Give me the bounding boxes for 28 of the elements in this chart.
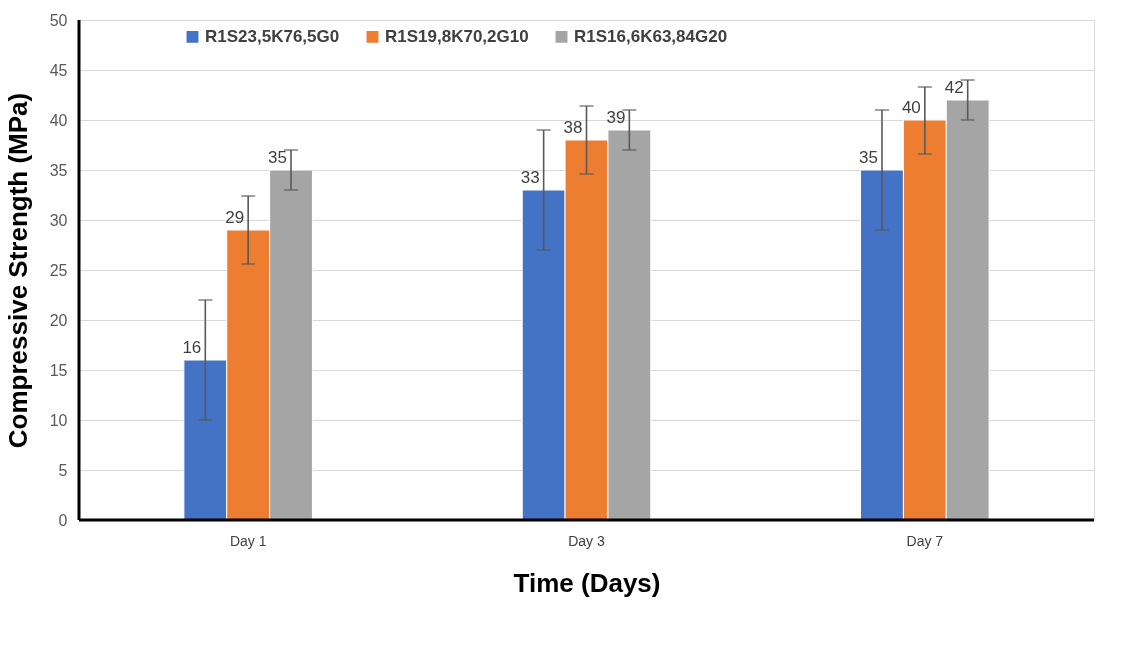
y-tick-label: 25 [49,261,68,279]
data-label: 35 [268,148,288,167]
x-tick-label: Day 1 [229,532,267,549]
data-label: 33 [520,168,540,187]
y-tick-label: 40 [49,111,68,129]
y-axis-title: Compressive Strength (MPa) [2,92,33,449]
y-tick-label: 0 [58,511,68,529]
legend-label: R1S23,5K76,5G0 [205,26,340,46]
y-tick-label: 35 [49,161,68,179]
y-tick-label: 15 [49,361,68,379]
y-tick-label: 45 [49,61,68,79]
y-tick-label: 30 [49,211,68,229]
y-tick-label: 50 [49,11,68,29]
legend-label: R1S16,6K63,84G20 [574,26,728,46]
x-tick-label: Day 7 [906,532,944,549]
data-label: 16 [182,338,202,357]
y-tick-label: 20 [49,311,68,329]
data-label: 35 [859,148,878,167]
data-label: 38 [563,118,583,137]
data-label: 40 [901,98,921,117]
data-label: 39 [606,108,626,127]
data-label: 29 [225,208,245,227]
y-tick-label: 5 [58,461,68,479]
data-label: 42 [944,78,964,97]
x-tick-label: Day 3 [568,532,605,549]
legend-label: R1S19,8K70,2G10 [385,26,529,46]
x-axis-title: Time (Days) [513,567,661,598]
y-tick-label: 10 [49,411,68,429]
